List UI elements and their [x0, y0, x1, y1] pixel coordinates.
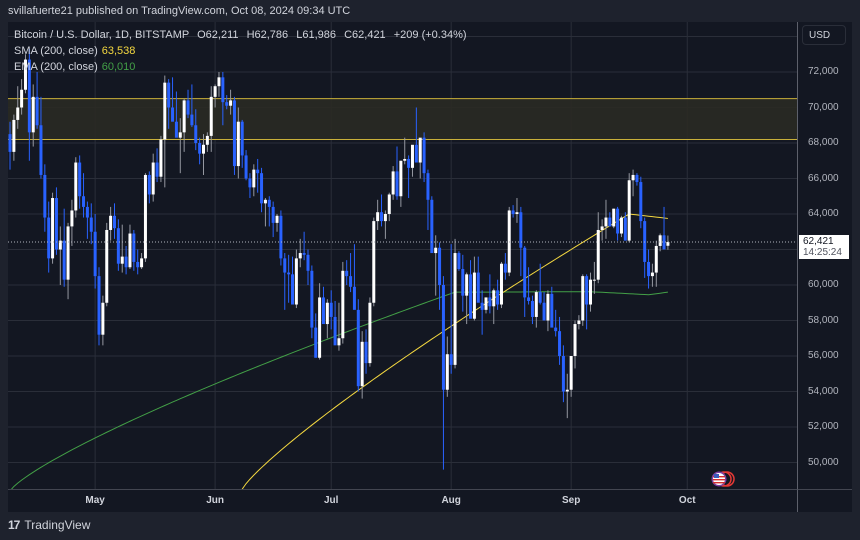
price-tick-label: 56,000: [808, 350, 839, 361]
time-tick-label: May: [85, 495, 105, 506]
tradingview-logo-icon: 17: [8, 518, 20, 532]
ema-label: EMA (200, close): [14, 61, 98, 73]
publisher-line: svillafuerte21 published on TradingView.…: [8, 5, 351, 17]
time-tick-label: Jul: [323, 495, 339, 506]
price-tick-label: 50,000: [808, 456, 839, 468]
sma-label: SMA (200, close): [14, 45, 98, 57]
countdown-label: 14:25:24: [803, 247, 842, 258]
open-value: O62,211: [197, 29, 239, 41]
close-value: C62,421: [344, 29, 386, 41]
currency-button[interactable]: USD: [802, 25, 846, 45]
economic-event-icon[interactable]: [710, 471, 736, 487]
current-price-label: 62,421: [803, 236, 834, 247]
price-tick-label: 68,000: [808, 137, 839, 148]
high-value: H62,786: [246, 29, 289, 41]
price-tick-label: 54,000: [808, 385, 839, 397]
current-price-tag: 62,421 14:25:24: [799, 235, 849, 259]
time-tick-label: Aug: [441, 495, 461, 506]
price-tick-label: 66,000: [808, 172, 839, 184]
price-tick-label: 72,000: [808, 66, 839, 77]
low-value: L61,986: [296, 29, 337, 41]
price-tick-label: 70,000: [808, 101, 839, 113]
chart-pane[interactable]: [8, 22, 797, 489]
price-tick-label: 58,000: [808, 314, 839, 326]
time-tick-label: Sep: [561, 495, 581, 506]
footer-branding: 17 TradingView: [8, 518, 90, 532]
legend-ohlc-row: Bitcoin / U.S. Dollar, 1D, BITSTAMP O62,…: [14, 27, 467, 43]
change-value: +209 (+0.34%): [393, 29, 467, 41]
chart-legend: Bitcoin / U.S. Dollar, 1D, BITSTAMP O62,…: [14, 27, 467, 75]
price-tick-label: 60,000: [808, 279, 839, 290]
symbol-title[interactable]: Bitcoin / U.S. Dollar, 1D, BITSTAMP: [14, 29, 190, 41]
time-tick-label: Oct: [678, 495, 696, 506]
axis-corner: [797, 489, 852, 512]
candlestick-chart[interactable]: [8, 22, 797, 489]
price-axis[interactable]: [797, 22, 852, 511]
legend-sma-row[interactable]: SMA (200, close) 63,538: [14, 43, 467, 59]
price-tick-label: 52,000: [808, 421, 839, 432]
price-tick-label: 64,000: [808, 208, 839, 219]
time-tick-label: Jun: [206, 495, 224, 506]
ema-value: 60,010: [101, 61, 136, 73]
sma-value: 63,538: [101, 45, 136, 57]
legend-ema-row[interactable]: EMA (200, close) 60,010: [14, 59, 467, 75]
brand-name: TradingView: [24, 518, 91, 532]
time-axis[interactable]: [8, 489, 797, 512]
